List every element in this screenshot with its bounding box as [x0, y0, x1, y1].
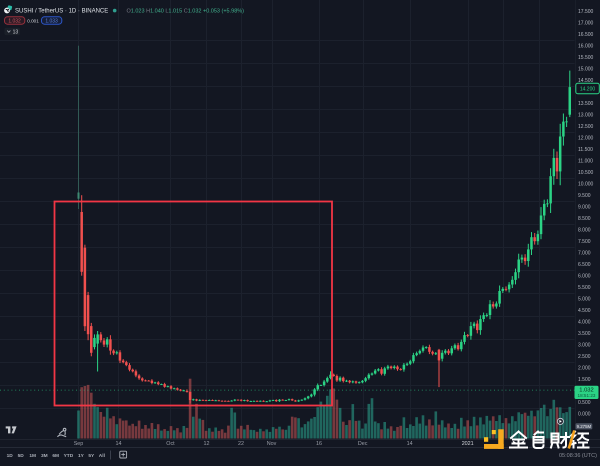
svg-text:2.500: 2.500: [578, 354, 591, 360]
svg-text:0.500: 0.500: [578, 400, 591, 406]
svg-text:7.500: 7.500: [578, 239, 591, 245]
svg-text:4.500: 4.500: [578, 308, 591, 314]
svg-text:2021: 2021: [462, 441, 474, 447]
svg-text:2.000: 2.000: [578, 366, 591, 372]
svg-text:1.032: 1.032: [579, 388, 594, 394]
svg-text:14.500: 14.500: [578, 78, 594, 84]
svg-text:0.001: 0.001: [27, 18, 39, 23]
svg-text:6M: 6M: [52, 453, 59, 459]
svg-text:11.000: 11.000: [578, 159, 593, 165]
svg-text:YTD: YTD: [64, 453, 74, 459]
svg-text:7.000: 7.000: [578, 251, 591, 257]
svg-text:3.500: 3.500: [578, 331, 591, 337]
svg-text:05:08:36 (UTC): 05:08:36 (UTC): [559, 453, 597, 459]
svg-text:11.500: 11.500: [578, 147, 593, 153]
svg-text:8.500: 8.500: [578, 216, 591, 222]
svg-text:22: 22: [238, 441, 244, 447]
svg-text:9.000: 9.000: [578, 205, 591, 211]
svg-text:5.000: 5.000: [578, 297, 591, 303]
svg-text:9.275M: 9.275M: [577, 424, 592, 429]
svg-text:14.200: 14.200: [580, 86, 596, 92]
svg-text:1D: 1D: [7, 453, 14, 459]
svg-text:16.500: 16.500: [578, 32, 594, 38]
svg-text:Dec: Dec: [358, 441, 368, 447]
svg-text:8.000: 8.000: [578, 228, 591, 234]
svg-text:1.500: 1.500: [578, 377, 591, 383]
svg-text:14: 14: [116, 441, 122, 447]
svg-text:17.500: 17.500: [578, 9, 594, 15]
svg-text:13: 13: [13, 29, 19, 35]
svg-text:12: 12: [204, 441, 210, 447]
svg-text:5Y: 5Y: [88, 453, 95, 459]
svg-text:Oct: Oct: [166, 441, 175, 447]
svg-text:16.000: 16.000: [578, 44, 594, 50]
svg-text:15.000: 15.000: [578, 67, 594, 73]
svg-text:Sep: Sep: [74, 441, 84, 447]
svg-text:15.500: 15.500: [578, 55, 594, 61]
svg-text:5.500: 5.500: [578, 285, 591, 291]
svg-text:16: 16: [316, 441, 322, 447]
svg-text:12.000: 12.000: [578, 136, 594, 142]
svg-text:10.500: 10.500: [578, 170, 594, 176]
svg-text:1.032: 1.032: [8, 18, 21, 24]
svg-text:All: All: [99, 453, 105, 459]
svg-text:SUSHI / TetherUS · 1D · BINANC: SUSHI / TetherUS · 1D · BINANCE: [15, 9, 108, 15]
svg-text:6.500: 6.500: [578, 262, 591, 268]
svg-text:5D: 5D: [18, 453, 25, 459]
svg-text:4.000: 4.000: [578, 320, 591, 326]
svg-text:1Y: 1Y: [78, 453, 85, 459]
svg-text:1.033: 1.033: [45, 18, 58, 24]
svg-text:12.500: 12.500: [578, 124, 594, 130]
svg-text:6.000: 6.000: [578, 274, 591, 280]
svg-text:13.000: 13.000: [578, 113, 594, 119]
svg-text:1M: 1M: [29, 453, 36, 459]
svg-text:14: 14: [407, 441, 413, 447]
svg-text:O1.023 H1.040 L1.015 C1.032 +0: O1.023 H1.040 L1.015 C1.032 +0.053 (+5.9…: [127, 9, 245, 15]
svg-text:9.500: 9.500: [578, 193, 591, 199]
svg-text:17.000: 17.000: [578, 21, 594, 27]
svg-text:3M: 3M: [41, 453, 48, 459]
svg-text:10.000: 10.000: [578, 182, 594, 188]
svg-text:Nov: Nov: [267, 441, 277, 447]
svg-text:18:51:23: 18:51:23: [578, 393, 596, 398]
svg-text:13.500: 13.500: [578, 101, 594, 107]
svg-text:3.000: 3.000: [578, 343, 591, 349]
svg-text:0.000: 0.000: [578, 412, 591, 418]
